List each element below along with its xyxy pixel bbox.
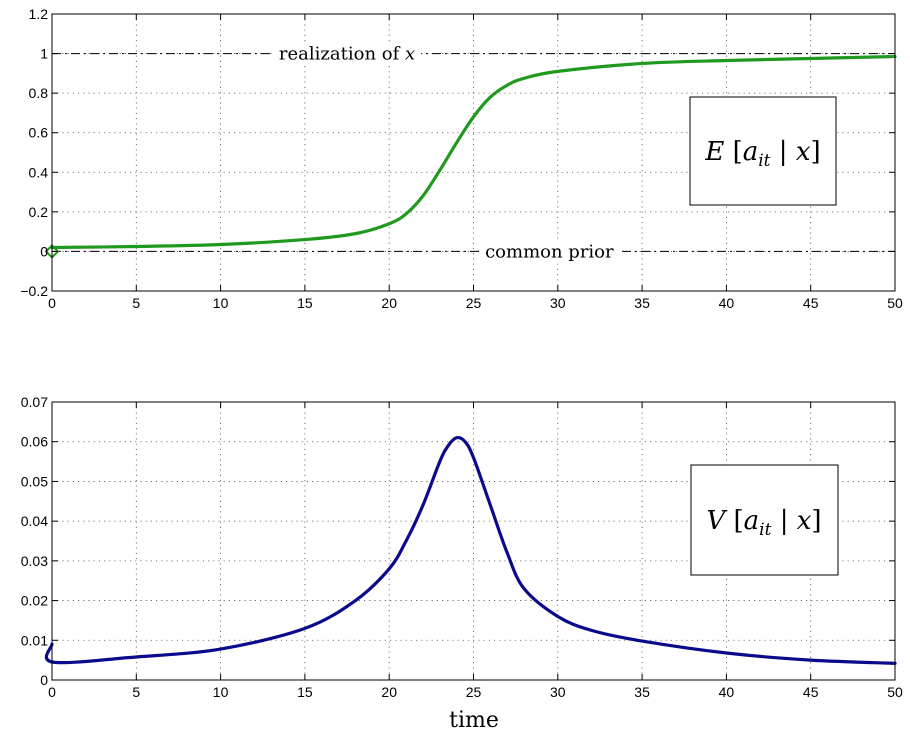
svg-text:V [ait | x]: V [ait | x]: [706, 506, 821, 540]
x-tick-label: 0: [48, 295, 56, 311]
x-tick-label: 35: [634, 295, 650, 311]
x-tick-label: 15: [297, 295, 313, 311]
y-tick-label: −0.2: [20, 283, 48, 299]
x-tick-label: 25: [466, 295, 482, 311]
reference-line-label: realization of x: [279, 44, 415, 65]
y-tick-label: 1: [40, 46, 48, 62]
y-tick-label: 0.2: [29, 204, 49, 220]
x-tick-label: 35: [634, 684, 650, 700]
reference-label-background: [479, 240, 621, 264]
x-tick-label: 40: [719, 684, 735, 700]
x-tick-label: 50: [887, 684, 903, 700]
x-tick-label: 0: [48, 684, 56, 700]
y-tick-label: 0.01: [21, 632, 48, 648]
reference-line-label: common prior: [485, 241, 614, 262]
x-tick-label: 5: [132, 684, 140, 700]
chart-bottom: 0 5 10 15 20 25 30 35 40 45 50 0 0.01 0.02 0.03 0.04 0.0…: [21, 394, 903, 733]
x-tick-label: 10: [213, 684, 229, 700]
x-tick-label: 5: [132, 295, 140, 311]
x-tick-label: 30: [550, 684, 566, 700]
svg-text:E [ait | x]: E [ait | x]: [704, 137, 820, 171]
annotation-box-variance: V [ait | x]: [690, 464, 839, 576]
y-tick-label: 0.4: [29, 164, 49, 180]
y-tick-label: 0.04: [21, 513, 48, 529]
x-axis-label: time: [449, 708, 499, 733]
y-tick-label: 0.02: [21, 593, 48, 609]
plot-frame-bottom: [51, 401, 896, 681]
y-tick-label: 0.06: [21, 434, 48, 450]
x-tick-label: 15: [297, 684, 313, 700]
y-tick-label: 0.05: [21, 473, 48, 489]
x-tick-label: 10: [213, 295, 229, 311]
series-line: [44, 435, 897, 665]
x-tick-label: 30: [550, 295, 566, 311]
x-tick-label: 25: [466, 684, 482, 700]
y-tick-label: 1.2: [29, 6, 49, 22]
y-tick-label: 0: [40, 243, 48, 259]
annotation-box-expectation: E [ait | x]: [689, 96, 837, 206]
x-tick-label: 50: [887, 295, 903, 311]
y-tick-label: 0.6: [29, 125, 49, 141]
series-line: [50, 54, 897, 250]
y-tick-label: 0.07: [21, 394, 48, 410]
x-tick-label: 20: [381, 684, 397, 700]
reference-label-background: [272, 42, 422, 66]
x-tick-label: 45: [803, 295, 819, 311]
y-tick-label: 0.8: [29, 85, 49, 101]
plot-frame-top: [51, 13, 896, 292]
x-tick-label: 45: [803, 684, 819, 700]
y-tick-label: 0.03: [21, 553, 48, 569]
y-tick-label: 0: [40, 672, 48, 688]
x-tick-label: 20: [381, 295, 397, 311]
x-tick-label: 40: [719, 295, 735, 311]
